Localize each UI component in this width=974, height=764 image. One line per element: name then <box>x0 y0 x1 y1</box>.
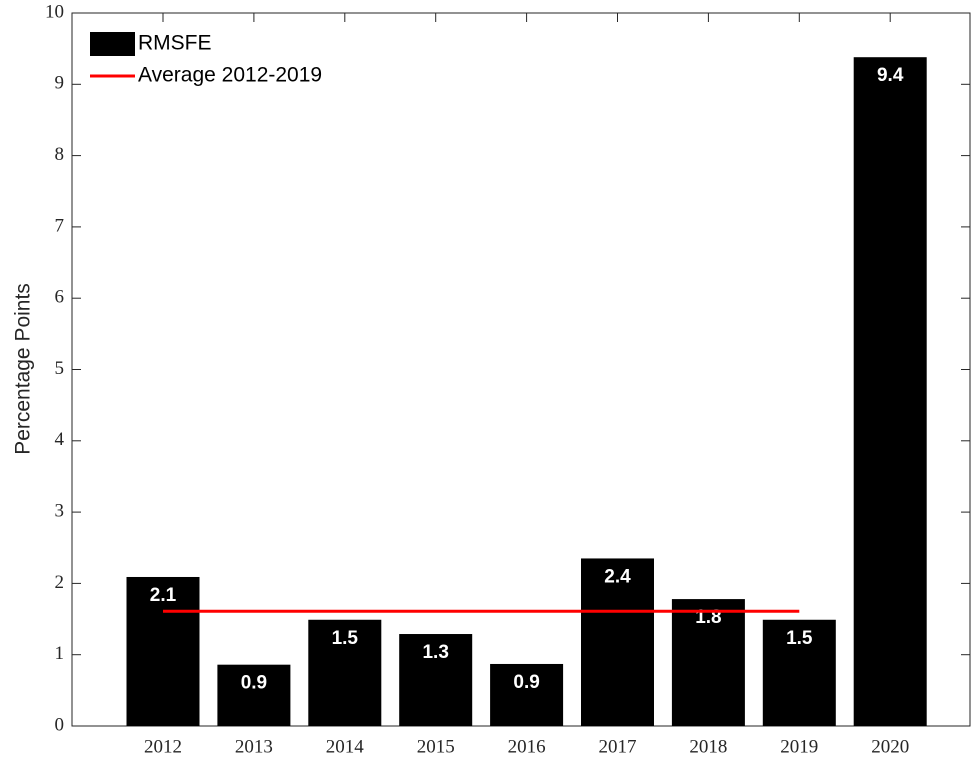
value-label: 2.1 <box>150 585 177 606</box>
y-tick-label: 0 <box>55 714 65 735</box>
value-label: 1.5 <box>786 628 813 649</box>
plot-area <box>71 12 971 727</box>
value-label: 2.4 <box>604 566 631 587</box>
y-tick-label: 6 <box>55 287 65 308</box>
y-axis-label: Percentage Points <box>12 283 35 455</box>
bar <box>126 576 200 726</box>
x-tick-label: 2015 <box>417 736 455 757</box>
x-tick-label: 2014 <box>326 736 365 757</box>
bar <box>853 57 927 727</box>
x-tick-label: 2019 <box>780 736 818 757</box>
x-tick-label: 2016 <box>508 736 546 757</box>
bar <box>671 599 745 726</box>
legend-label: RMSFE <box>138 32 212 55</box>
value-label: 1.3 <box>422 642 448 663</box>
bar <box>490 663 564 726</box>
legend-label: Average 2012-2019 <box>138 64 322 87</box>
value-label: 1.5 <box>332 628 359 649</box>
y-tick-label: 7 <box>55 215 65 236</box>
y-tick-label: 3 <box>55 500 65 521</box>
y-tick-label: 4 <box>55 429 65 450</box>
y-tick-label: 1 <box>55 643 65 664</box>
x-tick-label: 2013 <box>235 736 273 757</box>
bar <box>217 664 291 726</box>
y-tick-label: 10 <box>45 1 64 22</box>
value-label: 0.9 <box>513 672 539 693</box>
x-tick-label: 2018 <box>689 736 727 757</box>
x-tick-label: 2020 <box>871 736 909 757</box>
x-tick-label: 2012 <box>144 736 182 757</box>
x-tick-label: 2017 <box>599 736 637 757</box>
y-tick-label: 9 <box>55 73 65 94</box>
bar <box>581 558 654 726</box>
bar <box>762 619 836 726</box>
y-tick-label: 5 <box>55 358 65 379</box>
y-tick-label: 2 <box>55 572 65 593</box>
legend-swatch <box>90 32 135 56</box>
bar <box>308 619 382 726</box>
value-label: 0.9 <box>241 673 267 694</box>
value-label: 9.4 <box>877 65 904 86</box>
y-tick-label: 8 <box>55 144 65 165</box>
bar <box>399 634 473 726</box>
